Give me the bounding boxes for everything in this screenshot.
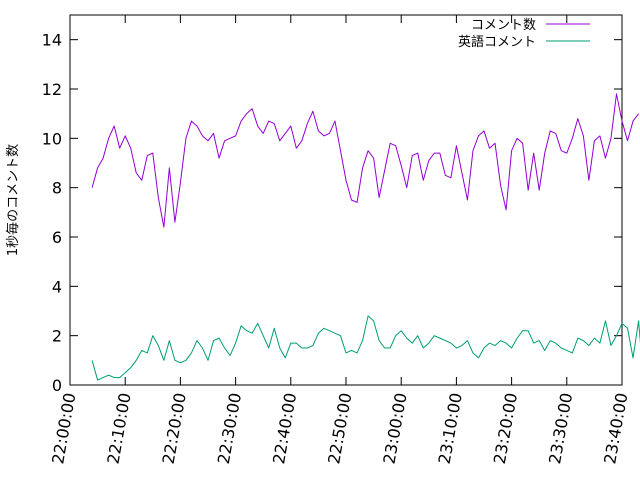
x-tick-label: 22:00:00: [48, 391, 79, 465]
plot-frame: [69, 14, 623, 386]
x-tick-label: 23:20:00: [490, 391, 521, 465]
x-tick-label: 22:40:00: [269, 391, 300, 465]
x-tick-label: 23:40:00: [600, 391, 631, 465]
series-layer: [91, 93, 640, 381]
y-axis-title: 1秒毎のコメント数: [5, 144, 21, 256]
y-tick-label: 4: [52, 277, 62, 296]
y-tick-label: 8: [52, 179, 62, 198]
series-line-0: [91, 93, 639, 228]
series-line-1: [91, 315, 640, 381]
y-tick-label: 6: [52, 228, 62, 247]
x-tick-label: 23:00:00: [379, 391, 410, 465]
y-tick-label: 2: [52, 327, 62, 346]
y-tick-label: 12: [42, 80, 62, 99]
legend-label-0: コメント数: [471, 18, 536, 33]
x-tick-label: 22:50:00: [324, 391, 355, 465]
y-axis: 0 2 4 6 8 10 12 14: [42, 31, 622, 395]
y-tick-label: 14: [42, 31, 62, 50]
x-tick-label: 23:30:00: [545, 391, 576, 465]
y-tick-label: 0: [52, 376, 62, 395]
x-tick-label: 22:30:00: [214, 391, 245, 465]
legend-label-1: 英語コメント: [458, 34, 536, 50]
x-axis: 22:00:00 22:10:00 22:20:00 22:30:00 22:40:00…: [48, 15, 631, 465]
x-tick-label: 23:10:00: [435, 391, 466, 465]
x-tick-label: 22:10:00: [103, 391, 134, 465]
x-tick-label: 22:20:00: [159, 391, 190, 465]
y-tick-label: 10: [42, 129, 62, 148]
